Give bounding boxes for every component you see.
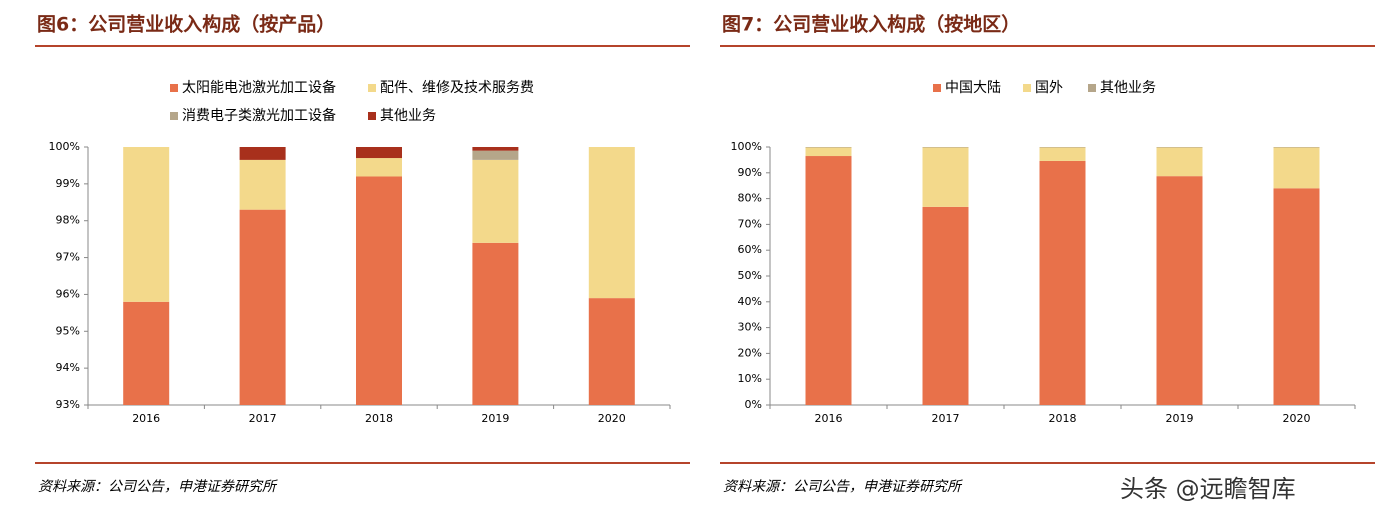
bar-segment (805, 147, 852, 157)
chart-title: 图7：公司营业收入构成（按地区） (722, 13, 1020, 36)
bar-segment (922, 147, 969, 148)
legend-label: 其他业务 (380, 108, 436, 124)
y-tick-label: 99% (56, 177, 80, 190)
bar-segment (356, 176, 402, 405)
y-tick-label: 97% (56, 251, 80, 264)
x-tick-label: 2016 (815, 412, 843, 425)
legend-label: 其他业务 (1100, 80, 1156, 96)
bar-segment (1156, 147, 1203, 148)
watermark: 头条 @远瞻智库 (1120, 475, 1296, 503)
bar-segment (472, 159, 519, 243)
legend-label: 配件、维修及技术服务费 (380, 80, 534, 96)
x-tick-label: 2017 (932, 412, 960, 425)
y-tick-label: 10% (738, 372, 762, 385)
x-tick-label: 2016 (132, 412, 160, 425)
y-tick-label: 20% (738, 346, 762, 359)
y-tick-label: 60% (738, 243, 762, 256)
bar-segment (1156, 176, 1203, 405)
legend-label: 太阳能电池激光加工设备 (182, 79, 336, 96)
y-tick-label: 100% (49, 140, 80, 153)
bar-segment (123, 301, 170, 405)
y-tick-label: 70% (738, 217, 762, 230)
bar-segment (922, 147, 969, 207)
bar-segment (356, 147, 402, 159)
bar-segment (805, 147, 852, 148)
bar-segment (472, 147, 519, 151)
legend-swatch (1023, 84, 1031, 92)
y-tick-label: 80% (738, 192, 762, 205)
bar-segment (805, 156, 852, 405)
bar-segment (922, 206, 969, 405)
bar-segment (239, 147, 286, 160)
y-tick-label: 30% (738, 321, 762, 334)
legend-swatch (170, 84, 178, 92)
bar-segment (1273, 188, 1320, 405)
y-tick-label: 93% (56, 398, 80, 411)
chart-title: 图6：公司营业收入构成（按产品） (37, 13, 335, 36)
legend-swatch (368, 112, 376, 120)
y-tick-label: 98% (56, 214, 80, 227)
legend-swatch (1088, 84, 1096, 92)
bar-segment (123, 147, 170, 302)
legend-swatch (368, 84, 376, 92)
bar-segment (356, 158, 402, 177)
bar-segment (1156, 147, 1203, 177)
x-tick-label: 2018 (1049, 412, 1077, 425)
y-tick-label: 96% (56, 287, 80, 300)
bar-segment (1039, 147, 1086, 148)
bar-segment (1039, 147, 1086, 161)
bar-segment (1273, 147, 1320, 148)
x-tick-label: 2017 (249, 412, 277, 425)
y-tick-label: 40% (738, 295, 762, 308)
y-tick-label: 50% (738, 269, 762, 282)
legend-swatch (170, 112, 178, 120)
legend-swatch (933, 84, 941, 92)
x-tick-label: 2019 (481, 412, 509, 425)
y-tick-label: 95% (56, 324, 80, 337)
x-tick-label: 2018 (365, 412, 393, 425)
x-tick-label: 2020 (1283, 412, 1311, 425)
bar-segment (239, 209, 286, 405)
source-note: 资料来源：公司公告，申港证券研究所 (723, 479, 963, 495)
bar-segment (1039, 160, 1086, 405)
source-note: 资料来源：公司公告，申港证券研究所 (38, 479, 278, 495)
bar-segment (472, 150, 519, 160)
y-tick-label: 0% (745, 398, 762, 411)
bar-segment (239, 159, 286, 210)
y-tick-label: 100% (731, 140, 762, 153)
y-tick-label: 90% (738, 166, 762, 179)
bar-segment (588, 147, 635, 299)
y-tick-label: 94% (56, 361, 80, 374)
x-tick-label: 2019 (1166, 412, 1194, 425)
x-tick-label: 2020 (598, 412, 626, 425)
bar-segment (472, 242, 519, 405)
bar-segment (1273, 147, 1320, 189)
legend-label: 国外 (1035, 80, 1063, 96)
legend-label: 消费电子类激光加工设备 (182, 107, 336, 124)
bar-segment (588, 298, 635, 405)
legend-label: 中国大陆 (945, 80, 1001, 96)
